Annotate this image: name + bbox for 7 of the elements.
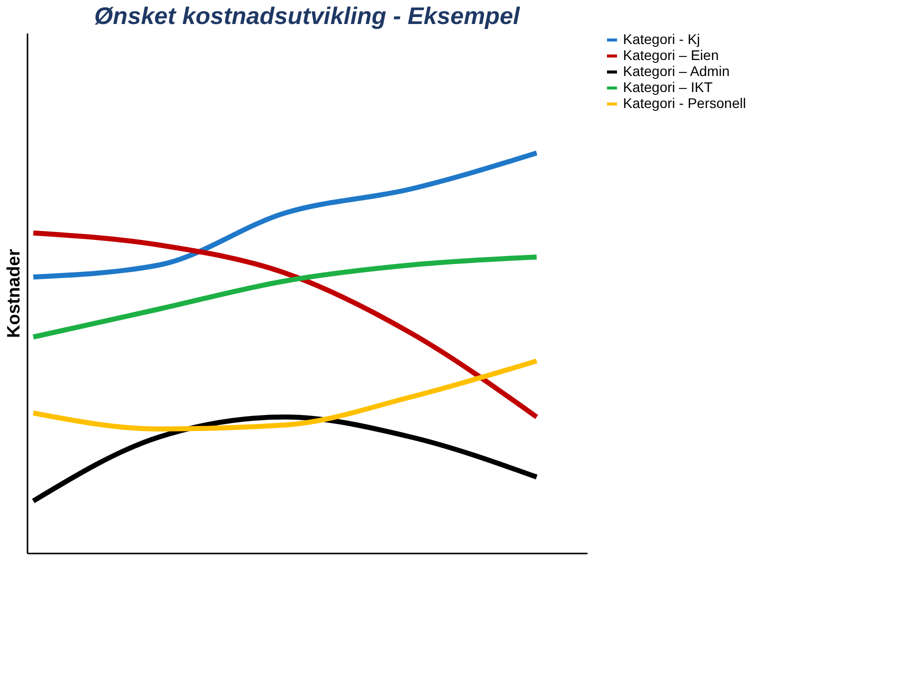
legend-label: Kategori - Personell — [623, 95, 746, 111]
legend-label: Kategori – Admin — [623, 63, 730, 79]
legend-label: Kategori – Eien — [623, 47, 719, 63]
legend-label: Kategori – IKT — [623, 79, 713, 95]
legend-label: Kategori - Kj — [623, 31, 700, 47]
y-axis-title: Kostnader — [4, 248, 24, 338]
chart-title: Ønsket kostnadsutvikling - Eksempel — [94, 3, 522, 30]
